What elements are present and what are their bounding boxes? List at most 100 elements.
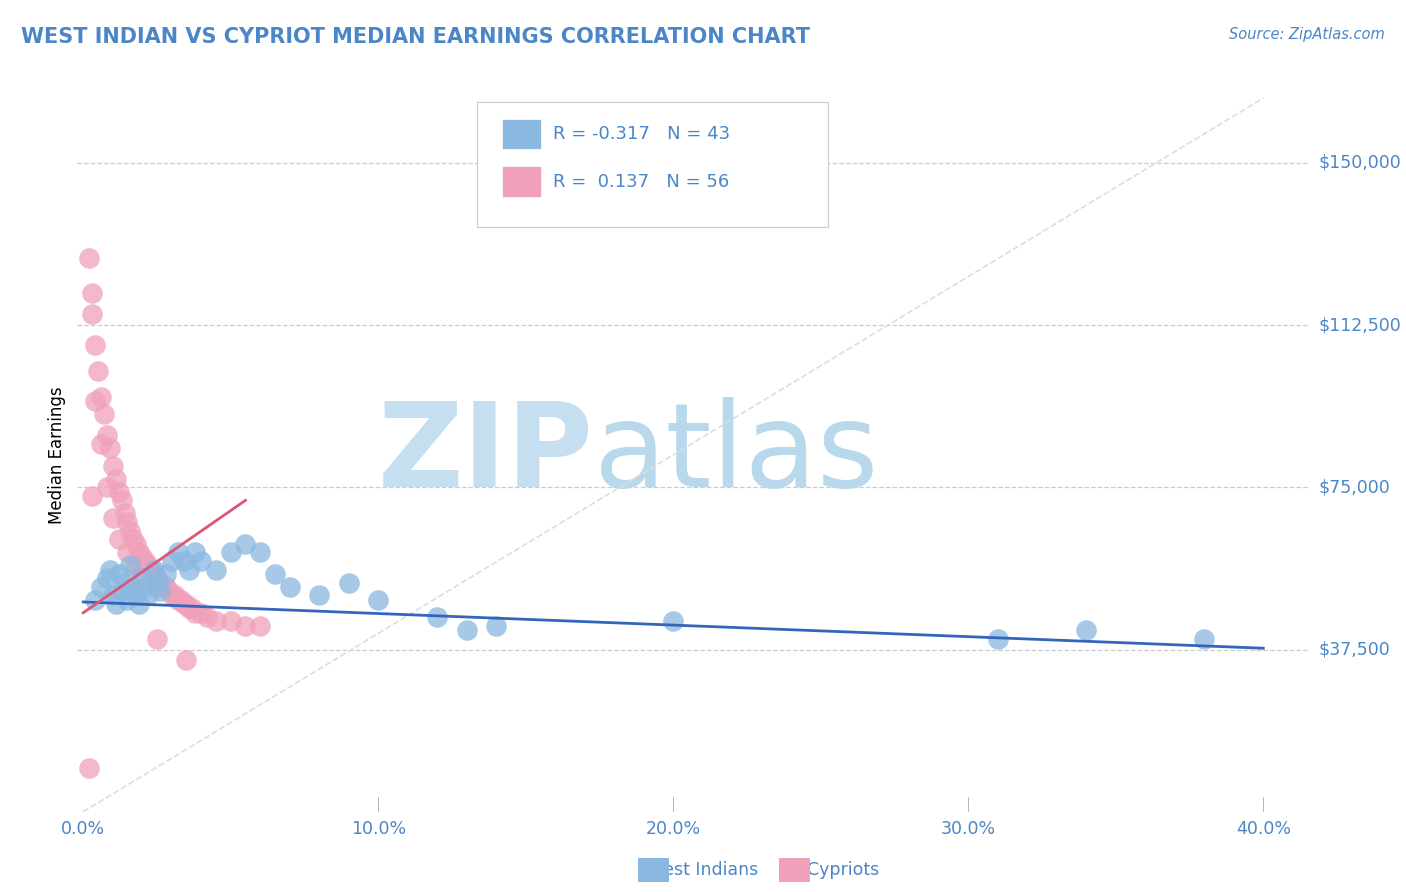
Point bbox=[136, 589, 159, 603]
Point bbox=[98, 562, 121, 576]
Point bbox=[152, 580, 174, 594]
Point bbox=[190, 554, 212, 568]
Point bbox=[143, 562, 166, 576]
Point bbox=[190, 606, 212, 620]
FancyBboxPatch shape bbox=[477, 102, 828, 227]
Point bbox=[264, 566, 287, 581]
Point bbox=[146, 575, 169, 590]
Point bbox=[80, 307, 103, 321]
Point bbox=[131, 571, 153, 585]
Point bbox=[662, 615, 685, 629]
FancyBboxPatch shape bbox=[502, 167, 541, 197]
Point bbox=[122, 533, 145, 547]
Point bbox=[90, 390, 112, 404]
Point bbox=[179, 601, 201, 615]
Point bbox=[235, 536, 257, 550]
Point bbox=[173, 597, 195, 611]
Point bbox=[107, 484, 129, 499]
Point bbox=[114, 506, 136, 520]
Point bbox=[485, 619, 508, 633]
Point bbox=[146, 632, 169, 646]
Point bbox=[131, 566, 153, 581]
Text: ZIP: ZIP bbox=[378, 398, 595, 512]
Point bbox=[173, 554, 195, 568]
Point bbox=[117, 592, 139, 607]
Point bbox=[166, 592, 188, 607]
Point bbox=[139, 562, 162, 576]
Point bbox=[146, 571, 169, 585]
Point bbox=[110, 584, 132, 599]
Point bbox=[96, 480, 118, 494]
Point bbox=[205, 615, 228, 629]
Point bbox=[84, 592, 107, 607]
Point bbox=[181, 601, 204, 615]
Y-axis label: Median Earnings: Median Earnings bbox=[48, 386, 66, 524]
Point bbox=[176, 597, 198, 611]
Point bbox=[101, 510, 124, 524]
Text: Cypriots: Cypriots bbox=[807, 861, 880, 879]
Point bbox=[160, 589, 183, 603]
Point bbox=[110, 493, 132, 508]
Point bbox=[426, 610, 449, 624]
Point bbox=[149, 575, 172, 590]
Point bbox=[93, 407, 115, 421]
Point bbox=[149, 584, 172, 599]
Point bbox=[155, 566, 177, 581]
Point bbox=[337, 575, 360, 590]
Point bbox=[157, 584, 180, 599]
Point bbox=[122, 580, 145, 594]
Text: $150,000: $150,000 bbox=[1319, 154, 1402, 172]
Point bbox=[235, 619, 257, 633]
Point bbox=[136, 558, 159, 573]
Text: West Indians: West Indians bbox=[647, 861, 759, 879]
Point bbox=[117, 545, 139, 559]
Point bbox=[104, 597, 127, 611]
Point bbox=[131, 549, 153, 564]
Point bbox=[249, 619, 271, 633]
Point bbox=[96, 428, 118, 442]
Point bbox=[219, 615, 242, 629]
Point bbox=[1194, 632, 1216, 646]
Point bbox=[80, 489, 103, 503]
Point bbox=[101, 589, 124, 603]
Point bbox=[184, 606, 207, 620]
Point bbox=[120, 524, 142, 538]
Point bbox=[120, 558, 142, 573]
Point bbox=[987, 632, 1010, 646]
Point bbox=[249, 545, 271, 559]
Point bbox=[155, 580, 177, 594]
Point bbox=[114, 575, 136, 590]
Point bbox=[219, 545, 242, 559]
Point bbox=[125, 536, 148, 550]
Point bbox=[96, 571, 118, 585]
Point bbox=[117, 515, 139, 529]
Text: Source: ZipAtlas.com: Source: ZipAtlas.com bbox=[1229, 27, 1385, 42]
Point bbox=[169, 592, 191, 607]
Point bbox=[456, 623, 478, 637]
Point bbox=[146, 580, 169, 594]
Point bbox=[179, 562, 201, 576]
Point bbox=[1076, 623, 1098, 637]
Point bbox=[125, 558, 148, 573]
Point bbox=[98, 442, 121, 456]
Point bbox=[84, 337, 107, 351]
Point bbox=[166, 545, 188, 559]
Point bbox=[104, 472, 127, 486]
Point bbox=[128, 597, 150, 611]
Point bbox=[278, 580, 301, 594]
Point bbox=[367, 592, 389, 607]
Text: $75,000: $75,000 bbox=[1319, 478, 1391, 496]
Point bbox=[195, 610, 218, 624]
Point bbox=[308, 589, 330, 603]
Point bbox=[134, 554, 156, 568]
Point bbox=[84, 393, 107, 408]
Point bbox=[90, 580, 112, 594]
Point bbox=[101, 458, 124, 473]
Point bbox=[184, 545, 207, 559]
Point bbox=[163, 589, 186, 603]
FancyBboxPatch shape bbox=[502, 119, 541, 150]
Point bbox=[125, 589, 148, 603]
Text: R =  0.137   N = 56: R = 0.137 N = 56 bbox=[554, 173, 730, 191]
Point bbox=[77, 762, 100, 776]
Text: $37,500: $37,500 bbox=[1319, 640, 1391, 658]
